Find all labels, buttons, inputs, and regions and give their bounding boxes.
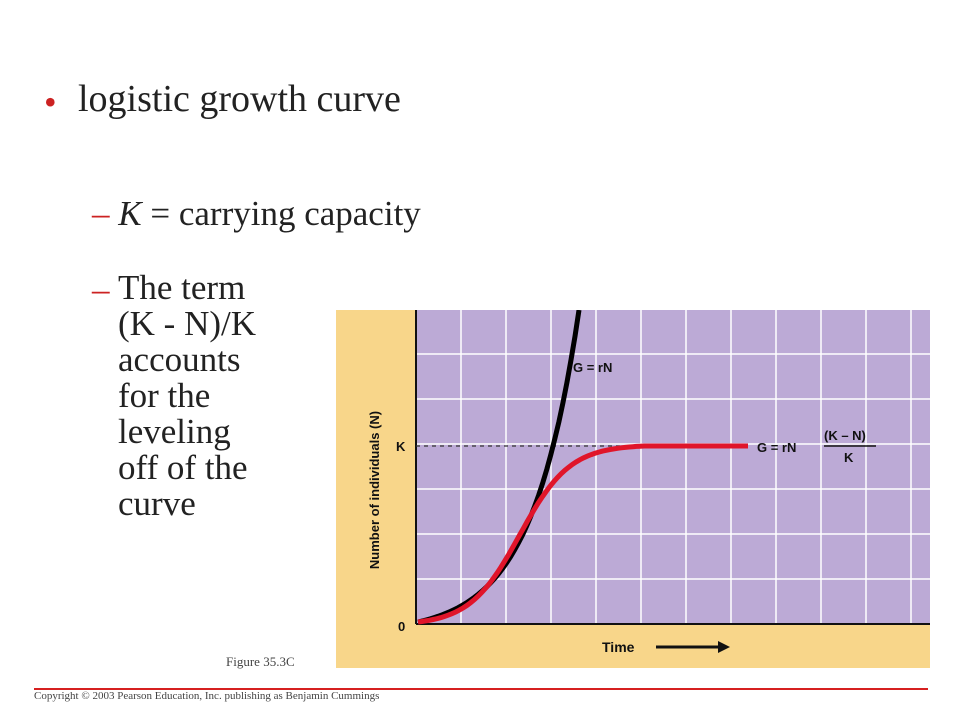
logistic-denominator: K [844, 450, 854, 465]
logistic-numerator: (K – N) [824, 428, 866, 443]
logistic-label: G = rN [757, 440, 796, 455]
bullet-dot: • [44, 82, 57, 122]
logistic-curve [417, 443, 748, 625]
y-tick-zero: 0 [398, 619, 405, 634]
sub1-text: = carrying capacity [141, 194, 421, 233]
term-line: for the [118, 376, 211, 415]
term-line: leveling [118, 412, 231, 451]
term-line: off of the [118, 448, 248, 487]
grid [416, 310, 930, 624]
figure-caption: Figure 35.3C [226, 654, 295, 669]
k-symbol: K [118, 194, 142, 233]
bullet-text: logistic growth curve [78, 78, 401, 120]
growth-chart: 0 K Number of individuals (N) Time G = r… [336, 310, 930, 668]
y-tick-k: K [396, 439, 406, 454]
sub-bullet-carrying-capacity: – K = carrying capacity [92, 194, 421, 234]
sub-bullet-term: The term (K - N)/K accounts for the leve… [118, 270, 318, 522]
x-axis-label: Time [602, 639, 635, 655]
dash-marker: – [92, 270, 110, 309]
y-axis-label: Number of individuals (N) [367, 411, 382, 569]
time-arrow-icon [656, 641, 730, 653]
footer-rule [34, 688, 928, 690]
term-line: accounts [118, 340, 241, 379]
term-line: The term [118, 268, 246, 307]
exponential-label: G = rN [573, 360, 612, 375]
term-line: (K - N)/K [118, 304, 257, 343]
term-line: curve [118, 484, 196, 523]
dash-marker: – [92, 194, 119, 233]
copyright-text: Copyright © 2003 Pearson Education, Inc.… [34, 690, 380, 702]
